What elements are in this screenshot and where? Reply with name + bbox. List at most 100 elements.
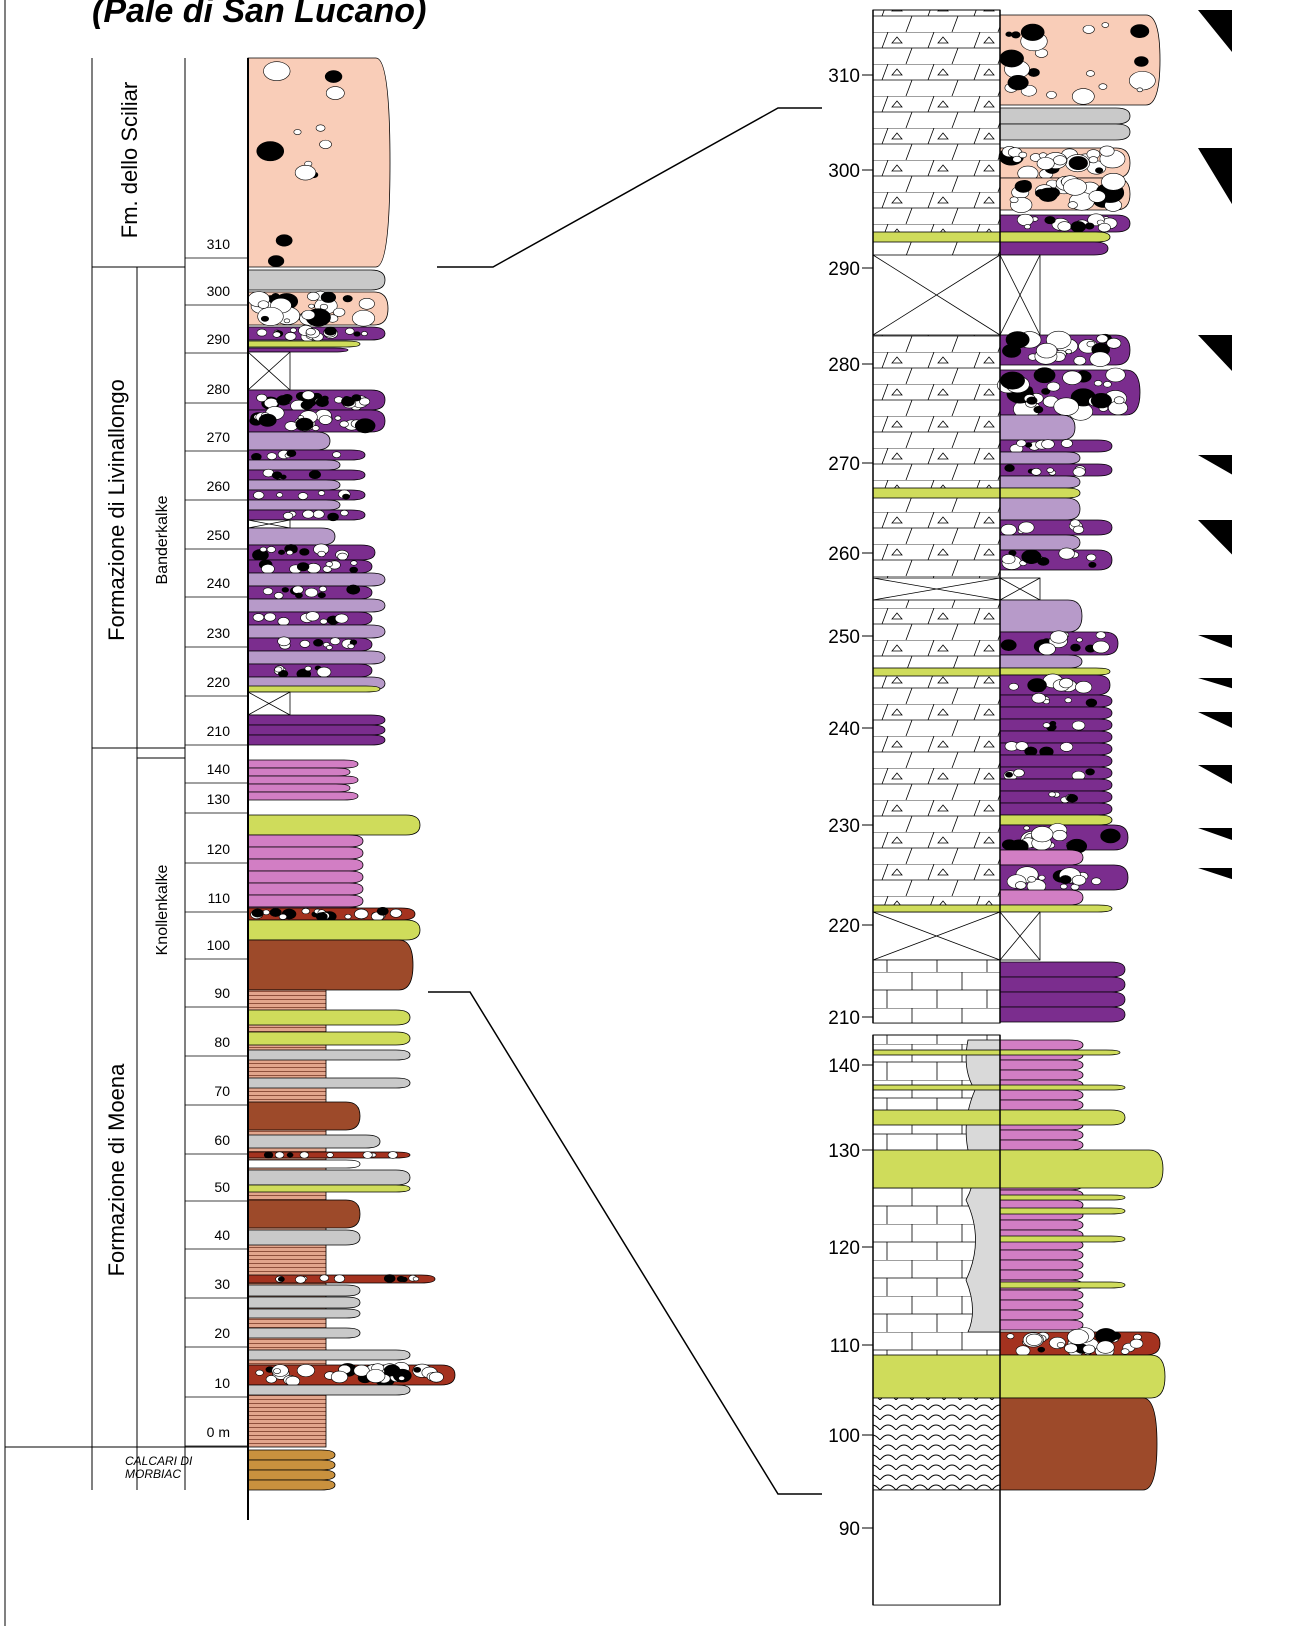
clast — [1097, 1341, 1114, 1353]
formation-label: Formazione di Moena — [104, 1063, 129, 1277]
rock-layer — [1000, 108, 1130, 124]
clast — [363, 1152, 372, 1159]
clast — [343, 295, 352, 302]
base-unit-label: CALCARI DI — [125, 1454, 193, 1468]
clast — [1073, 468, 1085, 477]
scaly-interval — [873, 1398, 1000, 1490]
marl-band — [873, 1110, 1000, 1125]
left-scale-label: 20 — [214, 1325, 230, 1341]
rock-layer — [248, 1050, 410, 1060]
cycle-wedge — [1198, 828, 1232, 868]
cycle-wedge — [1198, 520, 1232, 635]
clast — [335, 614, 348, 623]
clast — [1067, 1329, 1088, 1344]
rock-layer — [248, 784, 350, 792]
marl-band — [873, 1050, 1000, 1055]
clast — [295, 165, 316, 180]
clast — [285, 332, 296, 340]
clast — [276, 493, 282, 497]
clast — [287, 1153, 293, 1157]
clast — [1101, 173, 1125, 190]
clast — [275, 667, 282, 672]
rock-layer — [248, 1470, 335, 1480]
rock-layer — [248, 815, 420, 835]
rock-layer — [248, 1285, 360, 1296]
connector — [428, 992, 822, 1494]
clast — [257, 142, 284, 161]
clast — [1031, 468, 1041, 475]
rock-layer — [1000, 520, 1112, 535]
clast — [1073, 526, 1084, 534]
rock-layer — [1000, 1007, 1125, 1022]
left-scale-label: 130 — [207, 791, 231, 807]
clast — [279, 914, 287, 919]
rock-layer — [1000, 1398, 1157, 1490]
clast — [1049, 792, 1056, 797]
clast — [1009, 683, 1019, 690]
clast — [297, 563, 309, 571]
clast — [298, 493, 308, 500]
rock-layer — [1000, 992, 1125, 1007]
rock-layer — [248, 341, 360, 347]
clast — [354, 332, 360, 337]
clast — [1091, 393, 1112, 408]
clast — [1054, 398, 1079, 416]
cycle-wedge — [1198, 635, 1232, 678]
marl-band — [873, 1355, 1000, 1398]
clast — [350, 567, 358, 573]
white-interval — [873, 1490, 1000, 1605]
title: (Pale di San Lucano) — [92, 0, 426, 30]
clast — [388, 1152, 398, 1159]
clast — [263, 62, 290, 81]
clast — [321, 292, 336, 302]
clast — [1042, 440, 1055, 449]
right-scale-label: 140 — [828, 1056, 860, 1077]
rock-layer — [248, 1102, 360, 1130]
clast — [328, 513, 339, 521]
clast — [1068, 202, 1078, 209]
clast — [277, 395, 291, 405]
cycle-wedge — [1198, 868, 1232, 905]
rock-layer — [1000, 1355, 1165, 1398]
clast — [1050, 631, 1067, 643]
cycle-wedge — [1198, 455, 1232, 520]
right-scale-label: 300 — [828, 161, 860, 182]
clast — [399, 1376, 405, 1380]
cycle-wedge — [1198, 678, 1232, 712]
clast — [360, 398, 370, 405]
formation-label: Fm. dello Sciliar — [117, 82, 142, 238]
clast — [1058, 222, 1071, 232]
right-scale-label: 210 — [828, 1008, 860, 1029]
clast — [318, 551, 326, 556]
cycle-wedge — [1198, 712, 1232, 765]
clast — [1059, 678, 1073, 688]
left-scale-label: 100 — [207, 937, 231, 953]
clast — [1037, 157, 1054, 169]
clast — [1035, 189, 1046, 197]
rock-layer — [248, 1230, 360, 1245]
clast — [1060, 743, 1073, 752]
rock-layer — [248, 1010, 410, 1025]
left-scale-label: 90 — [214, 985, 230, 1001]
clast — [256, 1370, 264, 1375]
clast — [1097, 335, 1108, 343]
clast — [377, 907, 388, 915]
base-unit-label: MORBIAC — [125, 1467, 181, 1481]
rock-layer — [248, 883, 363, 895]
clast — [300, 1152, 309, 1158]
clast — [1047, 382, 1060, 391]
cycle-wedge — [1198, 765, 1232, 828]
clast — [266, 1375, 277, 1383]
clast — [320, 1275, 329, 1281]
rock-layer — [248, 1450, 335, 1460]
clast — [345, 914, 351, 919]
clast — [1017, 440, 1027, 447]
rock-layer — [1000, 498, 1080, 520]
left-scale-label: 30 — [214, 1276, 230, 1292]
clast — [384, 1365, 400, 1376]
clast — [253, 614, 264, 622]
right-scale-label: 270 — [828, 454, 860, 475]
stratigraphic-figure: 3103002902802702602502402302202101401301… — [0, 0, 1306, 1626]
clast — [1027, 397, 1037, 404]
rock-layer — [248, 686, 380, 692]
